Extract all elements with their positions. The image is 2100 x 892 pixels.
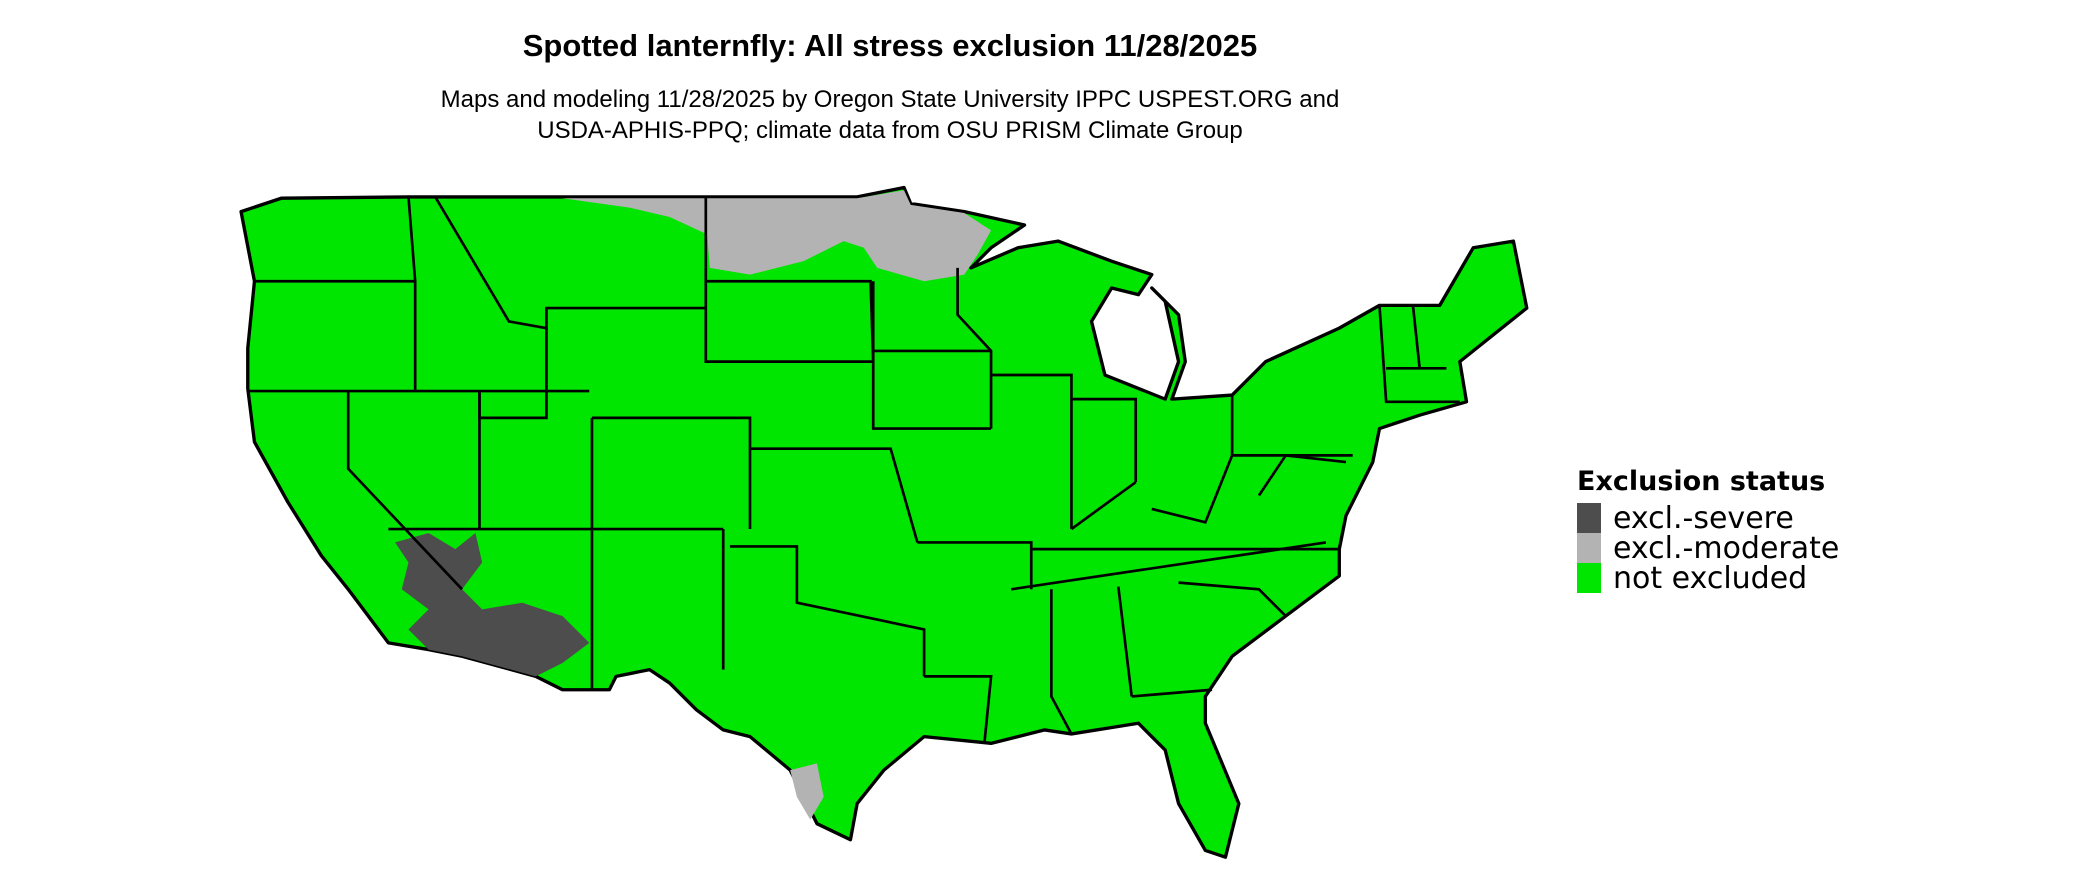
map-subtitle: Maps and modeling 11/28/2025 by Oregon S…: [0, 84, 1780, 146]
legend-label: not excluded: [1613, 560, 1808, 596]
legend-label: excl.-severe: [1613, 500, 1794, 536]
legend-item-severe: excl.-severe: [1577, 500, 1839, 536]
legend-swatch-moderate: [1577, 533, 1601, 563]
legend-swatch-not-excluded: [1577, 563, 1601, 593]
legend-item-not-excluded: not excluded: [1577, 560, 1839, 596]
conus-not-excluded-area: [239, 185, 1529, 859]
moderate-exclusion-north: [562, 190, 992, 282]
subtitle-line-1: Maps and modeling 11/28/2025 by Oregon S…: [440, 86, 1340, 113]
legend-label: excl.-moderate: [1613, 530, 1840, 566]
subtitle-line-2: USDA-APHIS-PPQ; climate data from OSU PR…: [537, 117, 1243, 144]
legend: Exclusion status excl.-severe excl.-mode…: [1577, 466, 1840, 596]
legend-title: Exclusion status: [1577, 466, 1826, 497]
legend-swatch-severe: [1577, 503, 1601, 533]
state-borders: [247, 196, 1460, 744]
moderate-exclusion-texas: [790, 763, 824, 820]
map-title: Spotted lanternfly: All stress exclusion…: [522, 28, 1258, 63]
legend-item-moderate: excl.-moderate: [1577, 530, 1840, 566]
